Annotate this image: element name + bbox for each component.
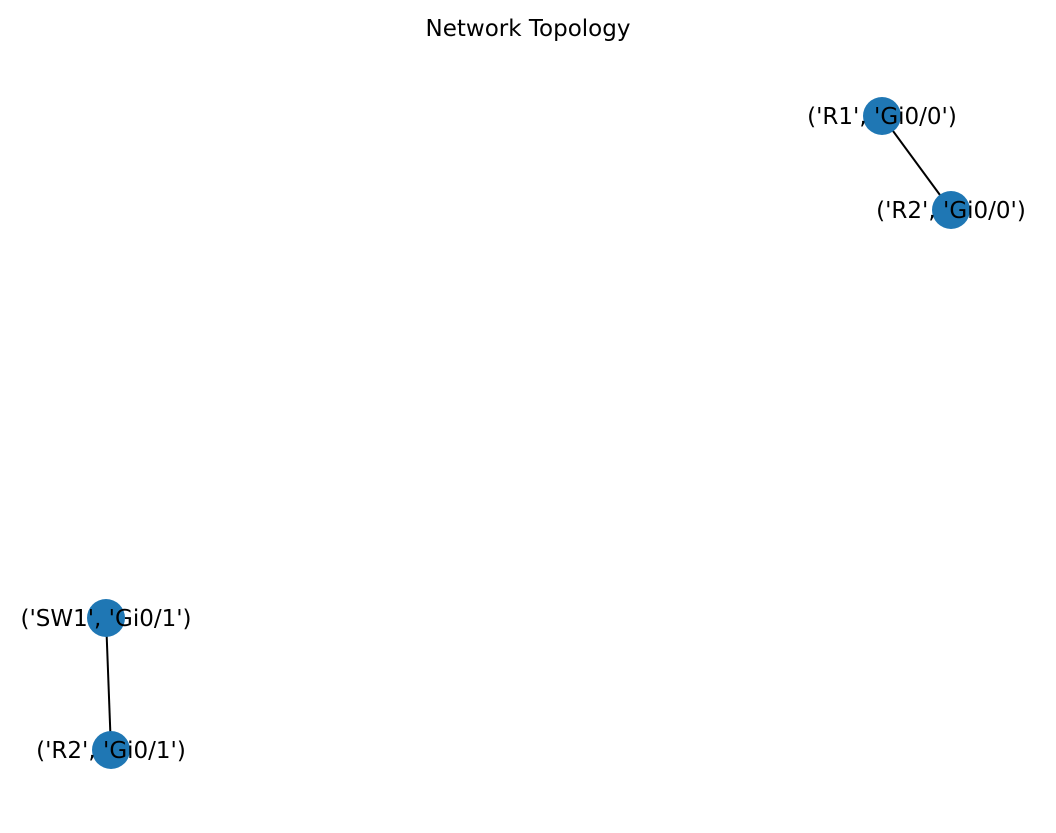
- node-r2-gi00: [932, 191, 970, 229]
- node-label-sw1-gi01: ('SW1', 'Gi0/1'): [20, 606, 191, 632]
- edges-layer: [105, 115, 952, 751]
- edge-sw1-gi01-r2-gi01: [105, 617, 112, 751]
- node-r1-gi00: [863, 97, 901, 135]
- page-title: Network Topology: [426, 16, 631, 42]
- nodes-layer: [87, 97, 970, 769]
- node-label-r2-gi00: ('R2', 'Gi0/0'): [876, 198, 1026, 224]
- node-sw1-gi01: [87, 599, 125, 637]
- node-r2-gi01: [92, 731, 130, 769]
- node-label-r1-gi00: ('R1', 'Gi0/0'): [807, 104, 957, 130]
- labels-layer: ('R1', 'Gi0/0') ('R2', 'Gi0/0') ('SW1', 'G…: [20, 104, 1025, 764]
- node-label-r2-gi01: ('R2', 'Gi0/1'): [36, 738, 186, 764]
- edge-r1-gi00-r2-gi00: [881, 115, 952, 211]
